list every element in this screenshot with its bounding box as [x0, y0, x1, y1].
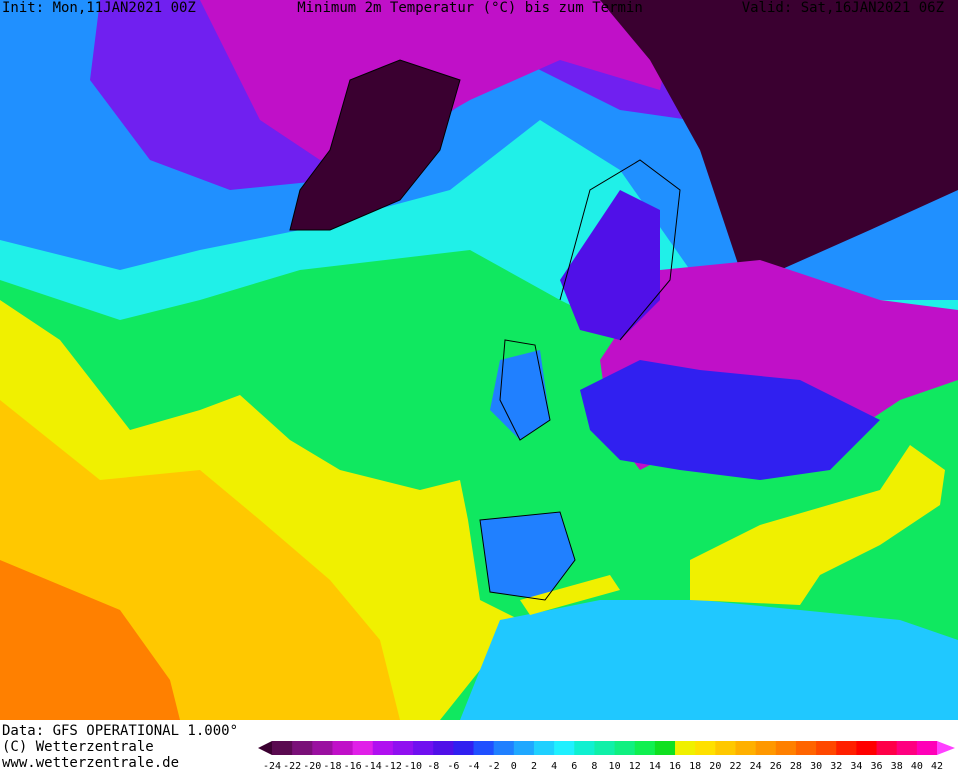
- colorbar-segment: [896, 741, 918, 755]
- colorbar-segment: [795, 741, 817, 755]
- colorbar-label: -18: [323, 761, 341, 772]
- colorbar-label: -20: [303, 761, 321, 772]
- colorbar-segment: [876, 741, 898, 755]
- colorbar-segment: [312, 741, 333, 755]
- colorbar-arrow: [258, 741, 272, 755]
- colorbar-label: 18: [689, 761, 701, 772]
- colorbar-segment: [332, 741, 354, 755]
- init-time: Init: Mon,11JAN2021 00Z: [2, 0, 196, 16]
- colorbar-segment: [433, 741, 454, 755]
- colorbar-segment: [715, 741, 736, 755]
- colorbar-segment: [654, 741, 676, 755]
- colorbar-segment: [856, 741, 878, 755]
- colorbar-label: 14: [649, 761, 661, 772]
- colorbar-label: 12: [629, 761, 641, 772]
- colorbar-label: -16: [344, 761, 362, 772]
- colorbar-label: 40: [911, 761, 923, 772]
- colorbar-segment: [695, 741, 716, 755]
- data-source: Data: GFS OPERATIONAL 1.000°: [2, 723, 238, 739]
- colorbar-label: 0: [511, 761, 517, 772]
- colorbar-label: -22: [283, 761, 301, 772]
- colorbar-label: -14: [364, 761, 382, 772]
- colorbar-label: 2: [531, 761, 537, 772]
- colorbar-segment: [675, 741, 696, 755]
- colorbar-segment: [533, 741, 555, 755]
- colorbar-segment: [916, 741, 938, 755]
- colorbar-segment: [493, 741, 515, 755]
- colorbar-label: -8: [427, 761, 439, 772]
- colorbar-label: 4: [551, 761, 557, 772]
- colorbar-segment: [816, 741, 837, 755]
- colorbar-label: 24: [750, 761, 762, 772]
- colorbar-label: 30: [810, 761, 822, 772]
- colorbar-label: -6: [447, 761, 459, 772]
- colorbar-label: 28: [790, 761, 802, 772]
- colorbar-label: 8: [591, 761, 597, 772]
- colorbar-segment: [574, 741, 595, 755]
- colorbar-segment: [836, 741, 857, 755]
- colorbar: -24 -22 -20 -18 -16 -14 -12 -10 -8 -6 -4 -2 0 2 4 6 8 10 1…: [258, 741, 955, 772]
- valid-time: Valid: Sat,16JAN2021 06Z: [742, 0, 944, 16]
- colorbar-label: 10: [609, 761, 621, 772]
- colorbar-label: -2: [488, 761, 500, 772]
- temperature-map: [0, 0, 958, 720]
- colorbar-label: 42: [931, 761, 943, 772]
- colorbar-segment: [594, 741, 616, 755]
- colorbar-segment: [453, 741, 475, 755]
- colorbar-label: 32: [830, 761, 842, 772]
- colorbar-label: 20: [709, 761, 721, 772]
- colorbar-segment: [372, 741, 394, 755]
- colorbar-segment: [392, 741, 414, 755]
- colorbar-segment: [352, 741, 374, 755]
- colorbar-segment: [513, 741, 535, 755]
- map-title: Minimum 2m Temperatur (°C) bis zum Termi…: [297, 0, 643, 16]
- copyright: (C) Wetterzentrale: [2, 739, 154, 755]
- colorbar-segment: [755, 741, 777, 755]
- colorbar-segment: [272, 741, 293, 755]
- colorbar-segment: [554, 741, 575, 755]
- colorbar-label: 34: [850, 761, 862, 772]
- colorbar-label: 38: [891, 761, 903, 772]
- colorbar-label: -12: [384, 761, 402, 772]
- url: www.wetterzentrale.de: [2, 755, 179, 771]
- colorbar-segment: [413, 741, 434, 755]
- colorbar-label: 36: [871, 761, 883, 772]
- colorbar-segment: [735, 741, 757, 755]
- colorbar-label: 6: [571, 761, 577, 772]
- colorbar-label: -4: [467, 761, 479, 772]
- colorbar-label: -24: [263, 761, 281, 772]
- colorbar-label: 16: [669, 761, 681, 772]
- colorbar-segment: [634, 741, 656, 755]
- colorbar-segment: [775, 741, 797, 755]
- colorbar-segment: [614, 741, 636, 755]
- colorbar-arrow: [937, 741, 955, 755]
- colorbar-label: 22: [729, 761, 741, 772]
- colorbar-segment: [473, 741, 495, 755]
- colorbar-segment: [292, 741, 313, 755]
- colorbar-label: -10: [404, 761, 422, 772]
- colorbar-label: 26: [770, 761, 782, 772]
